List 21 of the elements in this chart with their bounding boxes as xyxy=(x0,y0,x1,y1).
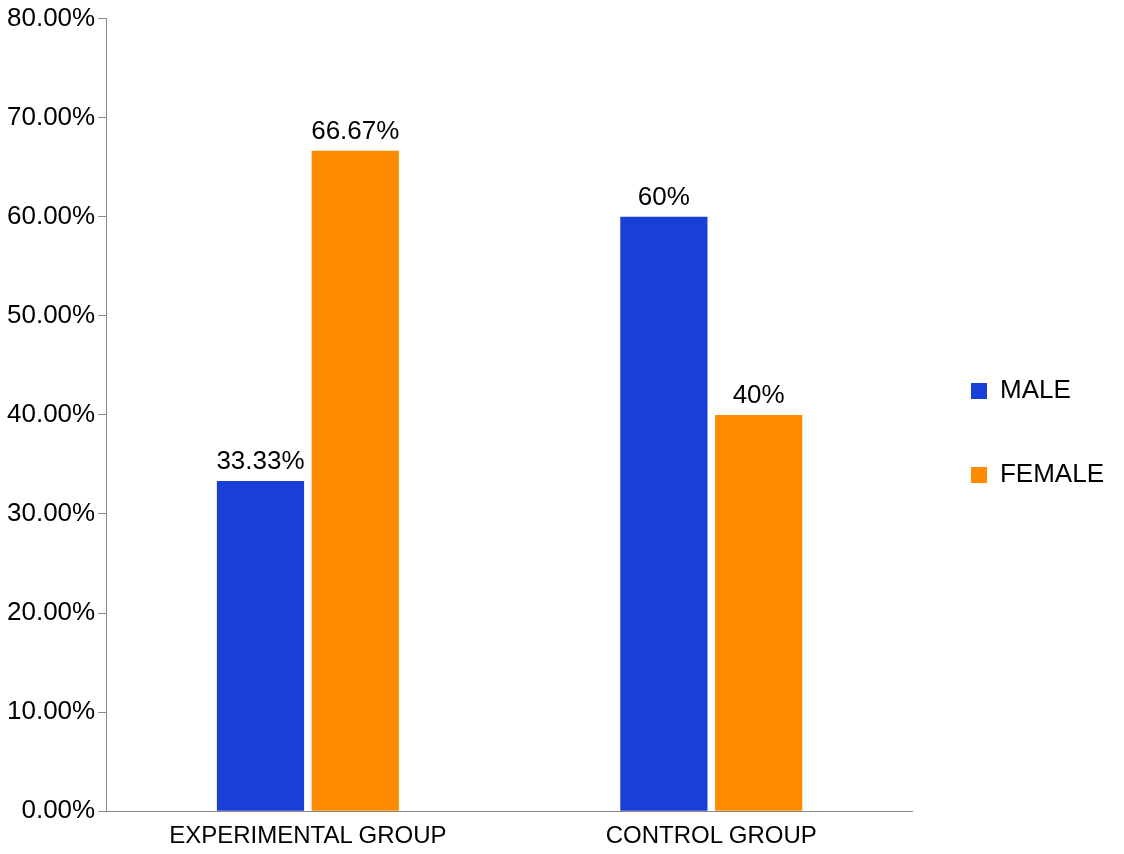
legend-label: MALE xyxy=(999,374,1071,405)
bar xyxy=(620,216,708,811)
data-label: 60% xyxy=(637,180,690,211)
data-label: 66.67% xyxy=(311,114,400,145)
bar xyxy=(715,414,803,811)
legend-label: FEMALE xyxy=(999,458,1105,489)
y-tick-label: 0.00% xyxy=(21,794,96,825)
y-tick-label: 60.00% xyxy=(6,199,96,230)
x-tick-label: CONTROL GROUP xyxy=(605,821,817,849)
bar xyxy=(216,480,305,811)
data-label: 40% xyxy=(732,379,785,410)
data-label: 33.33% xyxy=(216,445,305,476)
y-tick-label: 10.00% xyxy=(6,695,96,726)
x-tick-label: EXPERIMENTAL GROUP xyxy=(169,821,447,849)
y-tick-label: 40.00% xyxy=(6,398,96,429)
y-tick-label: 80.00% xyxy=(6,1,96,32)
y-tick-label: 30.00% xyxy=(6,497,96,528)
y-tick-label: 70.00% xyxy=(6,100,96,131)
y-tick-label: 50.00% xyxy=(6,299,96,329)
bar xyxy=(311,150,399,811)
y-tick-label: 20.00% xyxy=(6,596,96,627)
